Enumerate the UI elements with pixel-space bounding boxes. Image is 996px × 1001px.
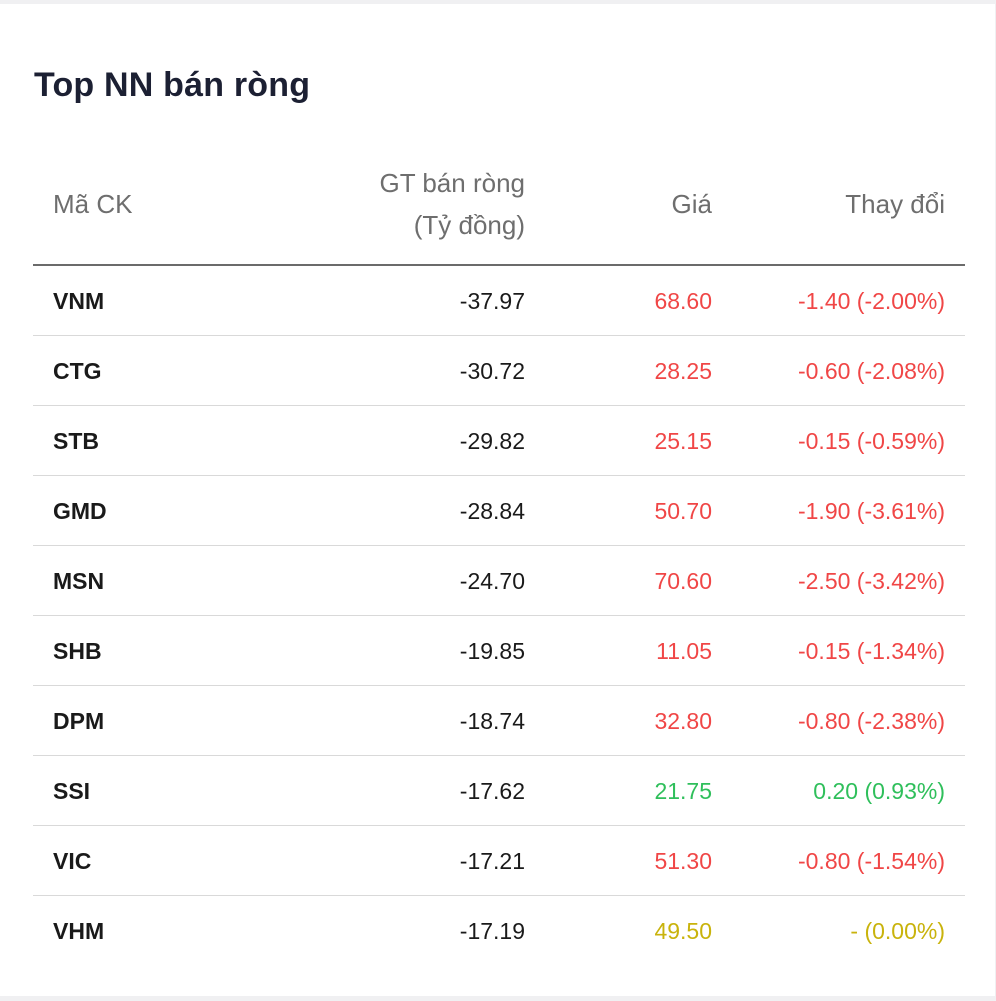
table-header: Mã CK GT bán ròng (Tỷ đồng) Giá Thay đổi (33, 152, 965, 266)
price-change: - (0.00%) (850, 918, 945, 944)
stock-code[interactable]: SSI (53, 778, 91, 804)
price: 28.25 (654, 358, 712, 384)
price-change: -1.40 (-2.00%) (797, 288, 945, 314)
net-sell-value: -29.82 (459, 428, 525, 454)
price: 70.60 (654, 568, 712, 594)
table-row[interactable]: GMD -28.84 50.70 -1.90 (-3.61%) (33, 476, 965, 546)
column-header-code[interactable]: Mã CK (53, 189, 133, 219)
net-sell-value: -17.21 (459, 848, 525, 874)
top-foreign-net-sell-card: Top NN bán ròng Mã CK GT bán ròng (Tỷ đồ… (0, 4, 995, 996)
price-change: -0.15 (-1.34%) (797, 638, 945, 664)
stock-code[interactable]: VIC (53, 848, 92, 874)
net-sell-value: -24.70 (459, 568, 525, 594)
stock-code[interactable]: GMD (53, 498, 107, 524)
price: 21.75 (654, 778, 712, 804)
price: 49.50 (654, 918, 712, 944)
stock-code[interactable]: DPM (53, 708, 105, 734)
net-sell-value: -37.97 (459, 288, 525, 314)
table-body: VNM -37.97 68.60 -1.40 (-2.00%) CTG -30.… (33, 266, 965, 966)
net-sell-value: -18.74 (459, 708, 525, 734)
price-change: -1.90 (-3.61%) (797, 498, 945, 524)
net-sell-table: Mã CK GT bán ròng (Tỷ đồng) Giá Thay đổi… (33, 152, 965, 966)
table-row[interactable]: VIC -17.21 51.30 -0.80 (-1.54%) (33, 826, 965, 896)
price: 11.05 (656, 638, 712, 664)
column-header-change[interactable]: Thay đổi (845, 189, 945, 219)
stock-code[interactable]: STB (53, 428, 99, 454)
stock-code[interactable]: MSN (53, 568, 105, 594)
column-header-net-sell-value-line1: GT bán ròng (379, 168, 525, 198)
stock-code[interactable]: SHB (53, 638, 102, 664)
table-row[interactable]: DPM -18.74 32.80 -0.80 (-2.38%) (33, 686, 965, 756)
price-change: 0.20 (0.93%) (813, 778, 945, 804)
table-row[interactable]: MSN -24.70 70.60 -2.50 (-3.42%) (33, 546, 965, 616)
price: 50.70 (654, 498, 712, 524)
price-change: -2.50 (-3.42%) (797, 568, 945, 594)
price: 25.15 (654, 428, 712, 454)
stock-code[interactable]: VNM (53, 288, 105, 314)
price: 32.80 (654, 708, 712, 734)
net-sell-value: -28.84 (459, 498, 525, 524)
table-row[interactable]: SHB -19.85 11.05 -0.15 (-1.34%) (33, 616, 965, 686)
column-header-price[interactable]: Giá (671, 189, 712, 219)
stock-code[interactable]: CTG (53, 358, 102, 384)
price-change: -0.15 (-0.59%) (797, 428, 945, 454)
net-sell-value: -17.62 (459, 778, 525, 804)
stock-code[interactable]: VHM (53, 918, 105, 944)
price-change: -0.80 (-1.54%) (797, 848, 945, 874)
table-row[interactable]: STB -29.82 25.15 -0.15 (-0.59%) (33, 406, 965, 476)
net-sell-value: -17.19 (459, 918, 525, 944)
price-change: -0.80 (-2.38%) (797, 708, 945, 734)
table-row[interactable]: VNM -37.97 68.60 -1.40 (-2.00%) (33, 266, 965, 336)
table-row[interactable]: CTG -30.72 28.25 -0.60 (-2.08%) (33, 336, 965, 406)
price-change: -0.60 (-2.08%) (797, 358, 945, 384)
price: 68.60 (654, 288, 712, 314)
price: 51.30 (654, 848, 712, 874)
table-row[interactable]: SSI -17.62 21.75 0.20 (0.93%) (33, 756, 965, 826)
card-title: Top NN bán ròng (34, 66, 311, 104)
column-header-net-sell-value[interactable]: GT bán ròng (Tỷ đồng) (379, 162, 525, 246)
net-sell-value: -19.85 (459, 638, 525, 664)
column-header-net-sell-value-line2: (Tỷ đồng) (413, 210, 525, 240)
net-sell-value: -30.72 (459, 358, 525, 384)
table-row[interactable]: VHM -17.19 49.50 - (0.00%) (33, 896, 965, 966)
